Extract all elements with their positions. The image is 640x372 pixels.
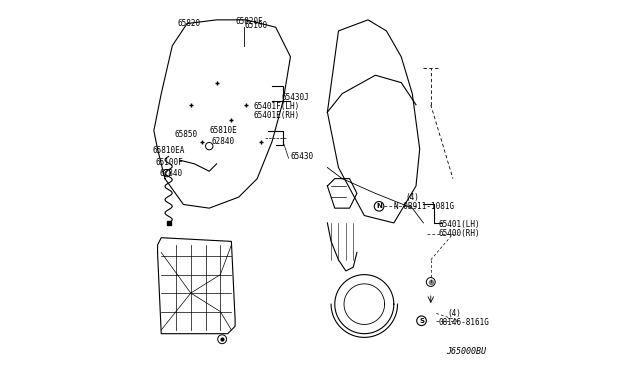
Text: 65850: 65850 <box>174 130 197 139</box>
Text: (4): (4) <box>405 193 419 202</box>
Text: 65400(RH): 65400(RH) <box>438 230 480 238</box>
Text: 62840: 62840 <box>159 169 182 177</box>
Text: 65810EA: 65810EA <box>152 147 184 155</box>
Text: 65401(LH): 65401(LH) <box>438 220 480 229</box>
Text: 65820: 65820 <box>178 19 201 28</box>
Text: J65000BU: J65000BU <box>446 347 486 356</box>
Text: 65401F(LH): 65401F(LH) <box>253 102 300 111</box>
Text: S: S <box>419 318 424 324</box>
Text: N 0B911-1081G: N 0B911-1081G <box>394 202 454 211</box>
Text: 08146-8161G: 08146-8161G <box>438 318 489 327</box>
Text: 62840: 62840 <box>211 137 234 146</box>
Text: 65430: 65430 <box>291 152 314 161</box>
Text: N: N <box>376 203 382 209</box>
Text: (4): (4) <box>447 309 461 318</box>
Text: 65401E(RH): 65401E(RH) <box>253 111 300 121</box>
Text: 65820E: 65820E <box>235 17 263 26</box>
Text: 65100: 65100 <box>244 21 268 30</box>
Text: 65100F: 65100F <box>156 157 184 167</box>
Text: 65430J: 65430J <box>281 93 309 102</box>
Text: 65810E: 65810E <box>209 126 237 135</box>
